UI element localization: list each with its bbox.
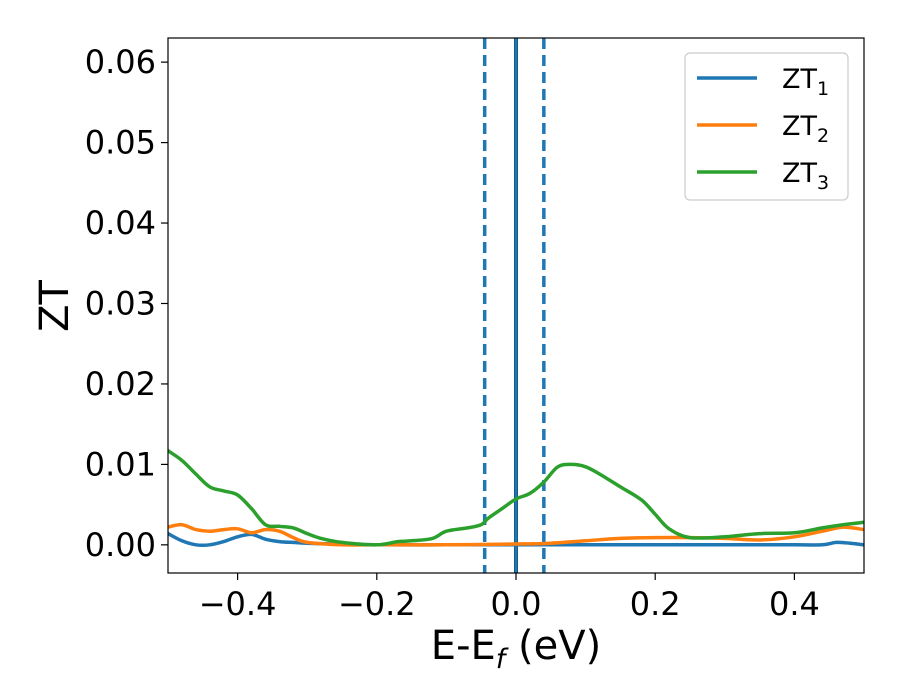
y-tick-label: 0.04	[85, 204, 156, 242]
legend-box	[684, 52, 849, 201]
legend: ZT1 ZT2 ZT3	[684, 52, 849, 201]
series-line-zt3	[168, 448, 864, 547]
series-line-zt2	[168, 522, 864, 547]
y-tick-label: 0.06	[85, 43, 156, 81]
x-axis-title: E-Ef (eV)	[431, 623, 601, 675]
y-tick-label: 0.02	[85, 365, 156, 403]
series-lines	[168, 448, 864, 548]
y-tick-label: 0.01	[85, 445, 156, 483]
y-tick-label: 0.03	[85, 284, 156, 322]
y-axis-ticks: 0.00 0.01 0.02 0.03 0.04 0.05 0.06	[85, 43, 168, 564]
y-axis-title: ZT	[32, 280, 78, 332]
y-tick-label: 0.00	[85, 526, 156, 564]
x-axis-ticks: −0.4 −0.2 0.0 0.2 0.4	[199, 573, 820, 623]
legend-label-zt3: ZT3	[782, 158, 829, 194]
x-tick-label: −0.4	[199, 585, 277, 623]
reference-vlines	[482, 38, 546, 573]
legend-label-zt2: ZT2	[782, 111, 829, 147]
x-tick-label: −0.2	[338, 585, 416, 623]
y-tick-label: 0.05	[85, 124, 156, 162]
legend-label-zt1: ZT1	[782, 64, 829, 100]
x-tick-label: 0.0	[491, 585, 542, 623]
x-tick-label: 0.2	[630, 585, 681, 623]
x-tick-label: 0.4	[769, 585, 820, 623]
